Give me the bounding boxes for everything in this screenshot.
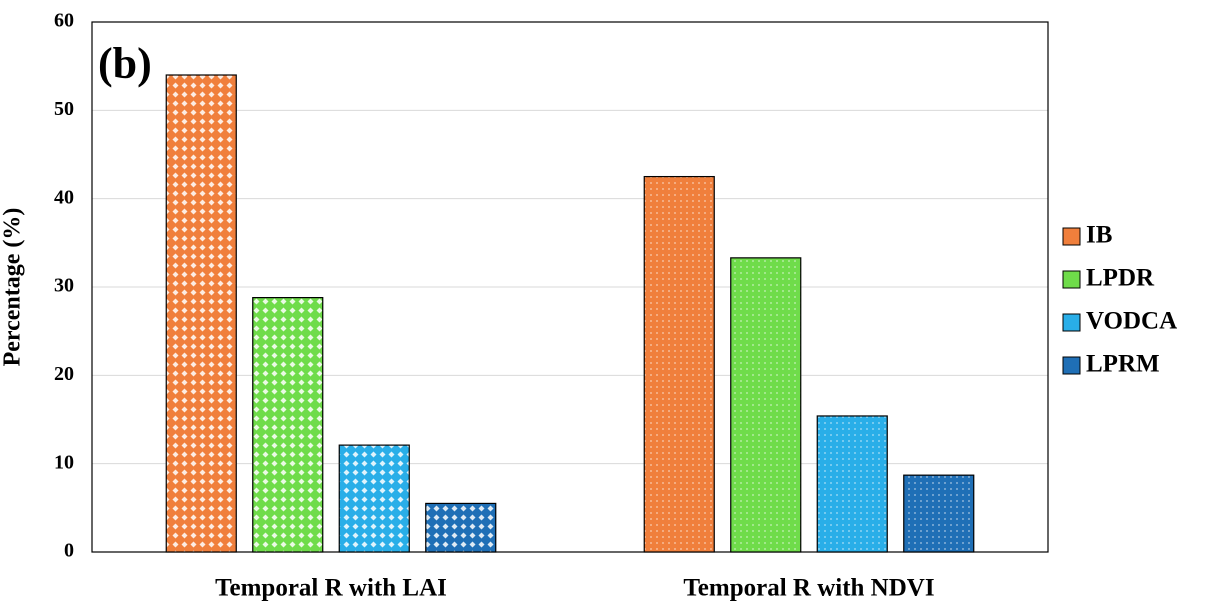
legend-label: IB: [1086, 222, 1112, 249]
bar: [338, 444, 410, 553]
y-tick-label: 50: [54, 98, 74, 120]
legend-swatch: [1062, 227, 1081, 246]
bar: [252, 297, 324, 553]
x-tick-label: Temporal R with LAI: [215, 575, 447, 602]
plot-frame: [91, 21, 1049, 553]
bar: [903, 474, 975, 553]
y-tick-label: 0: [64, 540, 74, 562]
y-tick-label: 10: [54, 451, 74, 473]
bar: [425, 502, 497, 553]
y-axis-label: Percentage (%): [0, 208, 26, 367]
bar: [816, 415, 888, 553]
y-tick-label: 40: [54, 186, 74, 208]
bar: [165, 74, 237, 553]
legend-swatch: [1062, 270, 1081, 289]
x-tick-label: Temporal R with NDVI: [683, 575, 934, 602]
legend-swatch: [1062, 313, 1081, 332]
legend-swatch: [1062, 356, 1081, 375]
y-tick-label: 30: [54, 275, 74, 297]
legend-label: VODCA: [1086, 308, 1177, 335]
bar: [730, 257, 802, 553]
legend-label: LPDR: [1086, 265, 1155, 292]
y-tick-label: 20: [54, 363, 74, 385]
y-tick-label: 60: [54, 10, 74, 32]
bar: [643, 175, 715, 553]
annotation: (b): [98, 39, 152, 88]
legend-label: LPRM: [1086, 351, 1160, 378]
